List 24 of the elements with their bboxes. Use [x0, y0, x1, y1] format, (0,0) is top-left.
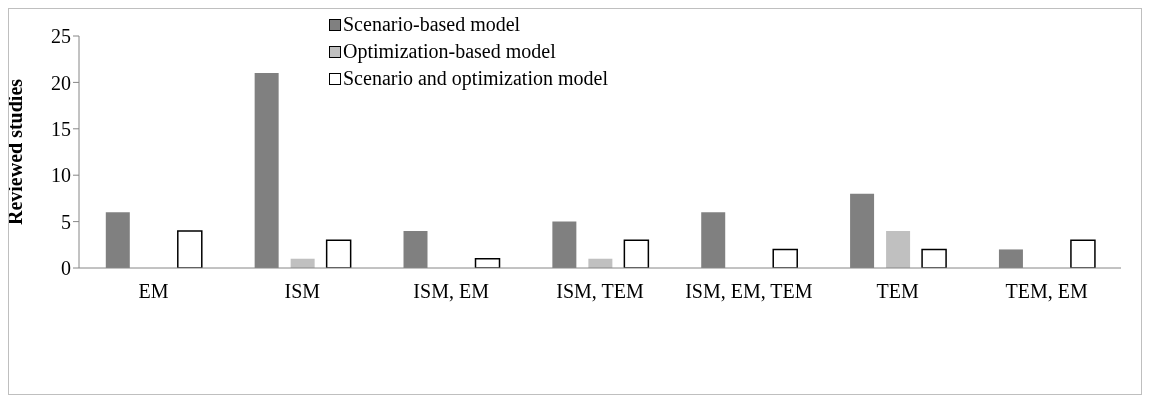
bar [623, 239, 650, 268]
legend-label: Scenario and optimization model [343, 66, 608, 92]
y-tick-label: 15 [51, 117, 71, 140]
y-tick-label: 5 [61, 210, 71, 233]
bar [886, 230, 911, 268]
bar [921, 248, 947, 268]
x-tick-label: ISM, TEM [556, 280, 644, 303]
bar [1070, 239, 1096, 268]
y-tick-label: 10 [51, 164, 71, 187]
x-tick-label: EM [138, 280, 169, 303]
y-tick-label: 25 [51, 25, 71, 48]
y-tick-label: 20 [51, 71, 71, 94]
bar [177, 230, 203, 268]
legend-label: Optimization-based model [343, 39, 556, 65]
x-tick-label: TEM, EM [1005, 280, 1088, 303]
bar [772, 248, 798, 268]
legend-label: Scenario-based model [343, 12, 521, 37]
x-tick-label: ISM [284, 280, 321, 303]
x-tick-label: ISM, EM, TEM [685, 280, 813, 303]
x-tick-label: TEM [876, 280, 920, 303]
bar [325, 239, 352, 268]
y-axis-title: Reviewed studies [4, 78, 27, 226]
x-tick-label: ISM, EM [413, 280, 490, 303]
y-tick-label: 0 [61, 257, 71, 280]
